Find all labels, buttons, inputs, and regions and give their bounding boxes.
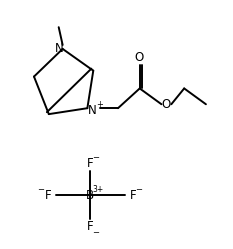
- Text: F: F: [130, 189, 136, 202]
- Text: 3+: 3+: [93, 185, 104, 194]
- Text: −: −: [135, 185, 142, 194]
- Text: F: F: [45, 189, 51, 202]
- Text: −: −: [92, 153, 99, 162]
- Text: +: +: [96, 100, 103, 109]
- Text: O: O: [134, 51, 143, 64]
- Text: B: B: [86, 189, 94, 202]
- Text: −: −: [38, 185, 45, 194]
- Text: N: N: [55, 42, 64, 56]
- Text: −: −: [92, 228, 99, 237]
- Text: O: O: [162, 98, 171, 111]
- Text: F: F: [87, 220, 94, 233]
- Text: F: F: [87, 157, 94, 170]
- Text: N: N: [88, 104, 97, 117]
